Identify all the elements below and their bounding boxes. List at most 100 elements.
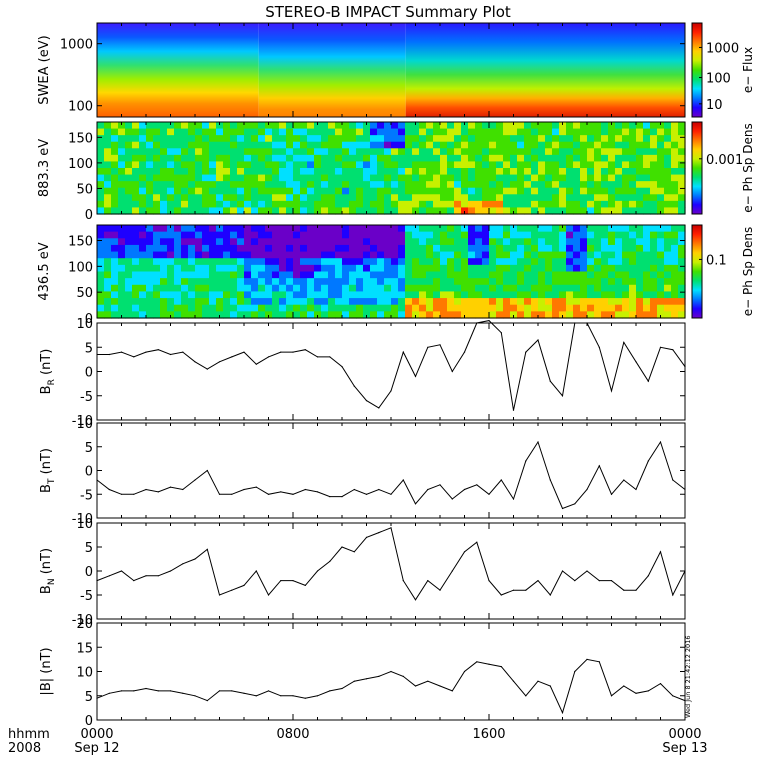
bmag-data-point (280, 695, 282, 697)
br-data-point (157, 349, 159, 351)
bt-data-point (451, 498, 453, 500)
bt-data-point (292, 493, 294, 495)
row-label-hhmm: hhmm (8, 727, 50, 742)
bn-data-point (512, 589, 515, 591)
bt-data-point (218, 493, 221, 495)
bmag-data-point (304, 697, 306, 699)
bmag-data-point (120, 690, 123, 692)
br-ylabel-sub: R (47, 379, 57, 385)
br-data-point (267, 356, 270, 358)
bt-data-point (439, 484, 441, 486)
bmag-data-point (512, 680, 515, 682)
bmag-data-point (402, 675, 404, 678)
bn-data-point (439, 589, 441, 591)
bmag-data-point (476, 661, 478, 663)
bt-data-point (598, 465, 600, 467)
br-data-point (598, 346, 600, 348)
br-data-point (488, 320, 490, 322)
pad436-spectrogram-image (97, 225, 686, 319)
bt-ytick-label: 10 (76, 417, 93, 432)
bt-data-point (537, 441, 539, 443)
bt-data-point (427, 488, 429, 491)
bmag-data-point (316, 695, 319, 697)
bmag-data-point (623, 685, 625, 687)
bn-data-point (549, 594, 551, 596)
br-data-point (145, 351, 147, 353)
bn-data-point (500, 594, 502, 596)
bt-data-point (414, 503, 417, 505)
bn-data-point (561, 570, 564, 572)
time-tick-label: 0000 (668, 727, 701, 742)
bmag-data-point (194, 695, 196, 697)
bmag-data-point (218, 690, 221, 692)
bt-data-point (133, 493, 135, 495)
br-data-point (623, 341, 625, 343)
br-data-point (427, 346, 429, 348)
pad436-colorbar-scale (691, 224, 703, 319)
br-ylabel-main: B (39, 385, 54, 394)
pad883-ytick-label: 100 (68, 157, 93, 172)
swea-colorbar-scale (691, 22, 703, 118)
br-data-point (133, 356, 135, 358)
bmag-data-point (341, 687, 343, 690)
bn-data-point (378, 532, 380, 534)
br-data-point (329, 356, 331, 358)
bn-data-point (598, 580, 600, 582)
br-data-point (500, 332, 502, 334)
br-data-point (463, 351, 466, 353)
bt-data-point (635, 488, 637, 491)
bt-data-point (378, 488, 380, 491)
bn-data-point (476, 541, 478, 543)
pad883-spectrogram-image (97, 122, 686, 215)
bn-series-line (96, 527, 686, 601)
bn-ytick-label: 5 (85, 541, 93, 556)
br-data-point (341, 366, 343, 368)
br-data-point (169, 353, 172, 356)
swea-flux-image-c (405, 23, 685, 117)
bt-data-point (574, 503, 576, 505)
bt-data-point (329, 496, 331, 498)
bmag-data-point (231, 690, 233, 692)
swea-colorbar-tick-label: 1000 (706, 41, 739, 56)
bmag-data-points (96, 658, 686, 714)
br-data-point (414, 375, 417, 377)
bn-data-point (365, 536, 368, 539)
time-tick-label: 0800 (276, 727, 309, 742)
bt-data-point (402, 479, 404, 481)
br-data-points (96, 320, 686, 411)
bn-ytick-label: 0 (85, 565, 93, 580)
bmag-data-point (390, 670, 392, 673)
br-ytick-label: 10 (76, 317, 93, 332)
br-ytick-label: -5 (80, 390, 93, 405)
pad883-ylabel: 883.3 eV (37, 139, 52, 197)
bmag-data-point (145, 687, 147, 690)
bt-ytick-label: 5 (85, 441, 93, 456)
bmag-data-point (574, 670, 576, 673)
swea-flux-image-b (258, 23, 406, 117)
bn-data-point (537, 580, 539, 582)
bt-data-point (586, 488, 588, 491)
bn-ytick-label: 10 (76, 517, 93, 532)
bmag-ytick-label: 10 (76, 666, 93, 681)
panel-bt: 10 5 0 -5 -10 BT (nT) (39, 417, 686, 527)
bn-data-points (96, 527, 686, 601)
bmag-data-point (488, 663, 490, 665)
bmag-data-point (635, 692, 637, 694)
br-data-point (672, 349, 674, 351)
pad436-ytick-label: 150 (68, 235, 93, 250)
bn-data-point (120, 570, 123, 572)
br-data-point (365, 400, 368, 402)
bn-data-point (353, 551, 355, 553)
date-tick-label: Sep 12 (74, 741, 119, 756)
swea-ylabel: SWEA (eV) (37, 35, 52, 104)
bn-data-point (488, 580, 490, 582)
bt-data-point (316, 491, 319, 493)
swea-ytick-label: 1000 (60, 38, 93, 53)
bmag-data-point (267, 690, 270, 692)
br-data-point (316, 356, 319, 358)
br-data-point (512, 409, 515, 411)
bn-data-point (451, 570, 453, 572)
bn-data-point (182, 563, 184, 565)
